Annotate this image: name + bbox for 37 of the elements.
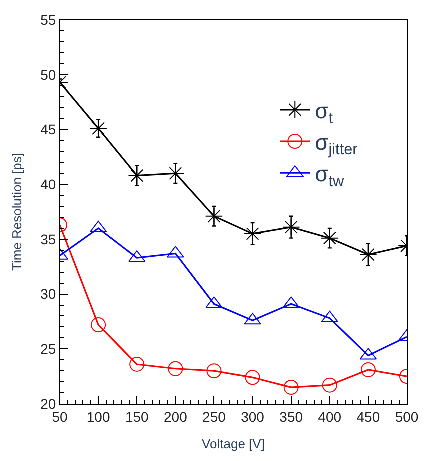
legend-label: σ$_{t}$	[315, 98, 334, 128]
x-axis-title: Voltage [V]	[202, 436, 265, 452]
y-tick-label: 50	[40, 66, 56, 83]
legend-label: σ$_{tw}$	[315, 162, 345, 190]
point	[91, 318, 106, 333]
legend-label: σ$_{jitter}$	[315, 130, 358, 159]
point	[128, 166, 146, 185]
point	[282, 218, 300, 236]
point	[205, 207, 224, 226]
y-tick-label: 55	[40, 12, 56, 28]
point	[284, 380, 299, 396]
x-tick-label: 250	[202, 408, 226, 425]
point	[166, 164, 185, 182]
x-tick-label: 150	[125, 408, 150, 425]
x-tick-label: 450	[356, 408, 380, 425]
point	[168, 361, 184, 376]
point	[322, 378, 338, 393]
point	[245, 370, 260, 386]
point	[90, 120, 108, 138]
y-tick-label: 35	[40, 231, 56, 248]
x-tick-label: 500	[395, 408, 419, 425]
x-tick-label: 100	[86, 408, 110, 425]
x-tick-label: 400	[318, 408, 342, 425]
point	[244, 225, 262, 243]
point	[360, 362, 376, 378]
point	[360, 246, 378, 264]
point	[206, 364, 222, 379]
point	[320, 229, 339, 248]
y-tick-label: 45	[40, 122, 56, 138]
y-tick-label: 30	[40, 286, 56, 302]
y-tick-label: 40	[40, 176, 56, 192]
y-axis-title: Time Resolution [ps]	[10, 152, 25, 272]
point	[130, 357, 145, 372]
x-tick-label: 350	[280, 408, 304, 425]
x-tick-label: 300	[241, 408, 265, 425]
y-tick-label: 25	[40, 341, 56, 358]
x-tick-label: 200	[164, 408, 188, 425]
